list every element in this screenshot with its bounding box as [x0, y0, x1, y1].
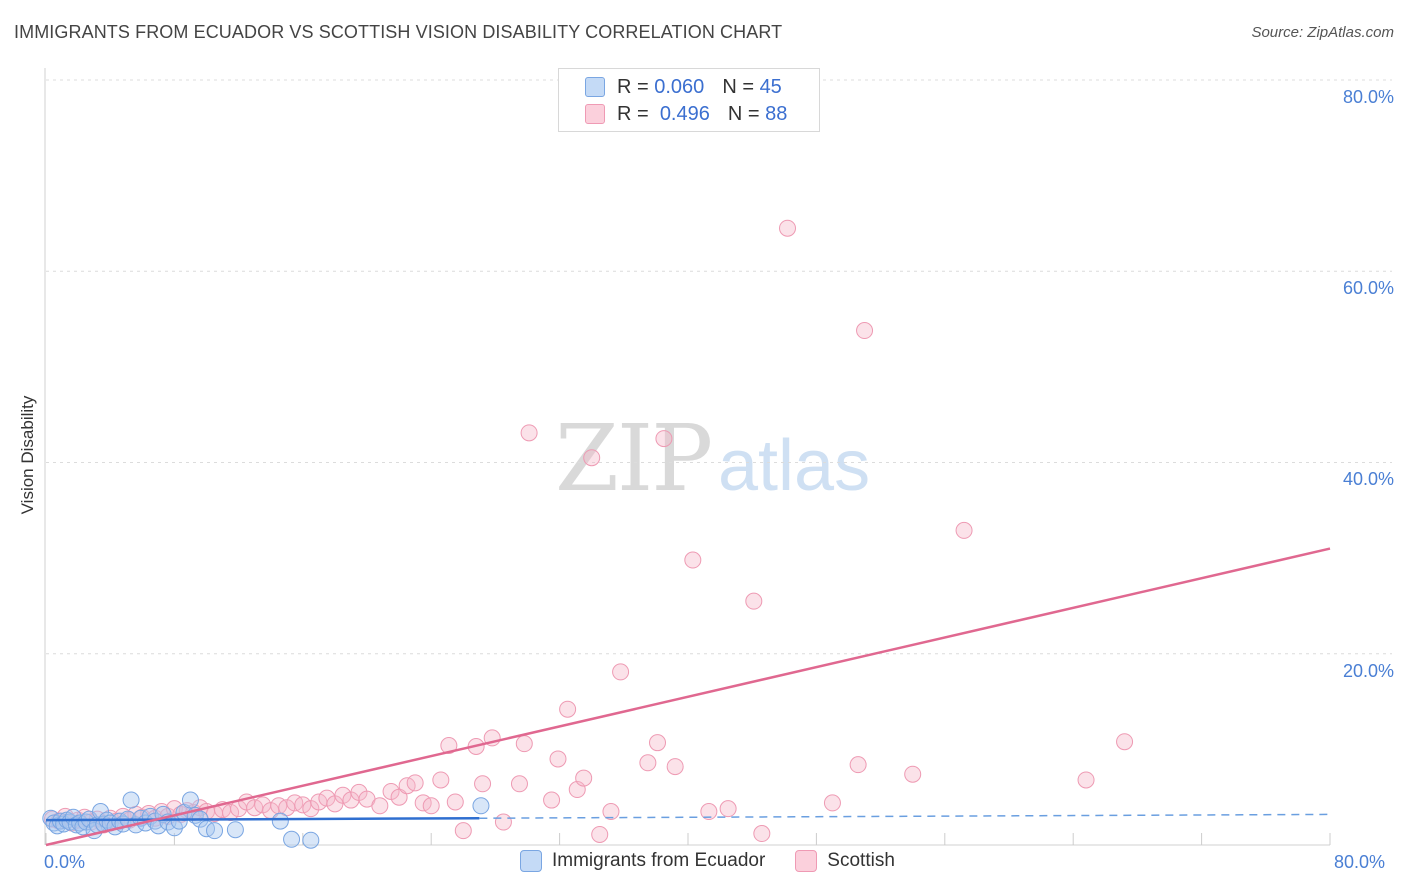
ecuador-point	[226, 821, 244, 839]
scottish-point	[684, 551, 702, 569]
scottish-trendline	[45, 547, 1331, 847]
legend-n-label: N =	[727, 102, 760, 125]
ecuador-point	[283, 830, 301, 848]
scottish-point	[422, 797, 440, 815]
scottish-point	[602, 803, 620, 821]
scottish-point	[719, 800, 737, 818]
ecuador-trendline-extension	[479, 813, 1331, 819]
scottish-point	[474, 775, 492, 793]
scottish-point	[904, 765, 922, 783]
legend-r-label: R =	[617, 75, 649, 98]
y-tick-label-80: 80.0%	[1342, 87, 1394, 107]
ecuador-point	[206, 822, 224, 840]
legend-r-label: R =	[617, 102, 649, 125]
ecuador-point	[181, 791, 199, 809]
ecuador-point	[472, 797, 490, 815]
watermark-atlas: atlas	[718, 426, 871, 506]
scottish-point	[559, 700, 577, 718]
ecuador-point	[302, 831, 320, 849]
scottish-point	[583, 449, 601, 467]
scottish-point	[1077, 771, 1095, 789]
legend-swatch-ecuador	[585, 77, 605, 97]
x-tick-label-80: 80.0%	[1334, 852, 1386, 872]
scottish-point	[955, 521, 973, 539]
scottish-point	[823, 794, 841, 812]
legend-r-value: 0.496	[659, 102, 710, 125]
scottish-point	[745, 592, 763, 610]
scottish-point	[510, 775, 528, 793]
scottish-point	[494, 813, 512, 831]
legend-label-ecuador: Immigrants from Ecuador	[552, 850, 766, 871]
legend-label-scottish: Scottish	[827, 850, 895, 871]
scottish-point	[779, 219, 797, 237]
scottish-point	[294, 796, 312, 814]
scottish-point	[612, 663, 630, 681]
scottish-point	[649, 734, 667, 752]
x-tick-label-0: 0.0%	[44, 852, 86, 872]
legend-n-label: N =	[722, 75, 754, 98]
scottish-point	[515, 735, 533, 753]
series-legend: Immigrants from Ecuador Scottish	[520, 850, 925, 872]
scottish-point	[520, 424, 538, 442]
y-tick-label-40: 40.0%	[1342, 469, 1394, 489]
ecuador-point	[48, 817, 66, 835]
legend-r-value: 0.060	[654, 75, 705, 98]
scottish-point	[700, 803, 718, 821]
scottish-point	[454, 822, 472, 840]
ecuador-point	[122, 791, 140, 809]
scottish-point	[549, 750, 567, 768]
scottish-point	[543, 791, 561, 809]
legend-n-value: 45	[759, 75, 782, 98]
ecuador-point	[271, 812, 289, 830]
y-tick-label-20: 20.0%	[1342, 661, 1394, 681]
legend-swatch-scottish	[585, 104, 605, 124]
legend-row-ecuador: R = 0.060 N = 45	[585, 74, 782, 100]
scottish-point	[371, 797, 389, 815]
scottish-point	[1116, 733, 1134, 751]
scottish-point	[666, 758, 684, 776]
legend-swatch-scottish	[795, 850, 818, 872]
watermark-zip: ZIP	[555, 405, 713, 512]
scottish-point	[591, 825, 609, 843]
source-label: Source: ZipAtlas.com	[1251, 24, 1394, 41]
scottish-point	[655, 430, 673, 448]
y-tick-label-60: 60.0%	[1342, 278, 1394, 298]
scottish-point	[753, 825, 771, 843]
legend-row-scottish: R = 0.496 N = 88	[585, 101, 787, 127]
legend-swatch-ecuador	[520, 850, 542, 872]
scottish-point	[440, 737, 458, 755]
chart-title: IMMIGRANTS FROM ECUADOR VS SCOTTISH VISI…	[14, 22, 783, 42]
scottish-point	[849, 756, 867, 774]
scottish-point	[432, 771, 450, 789]
scottish-point	[639, 754, 657, 772]
correlation-legend: R = 0.060 N = 45 R = 0.496 N = 88	[558, 68, 820, 132]
scottish-point	[856, 322, 874, 340]
legend-n-value: 88	[765, 102, 788, 125]
ecuador-trendline	[45, 816, 480, 822]
scottish-point	[406, 774, 424, 792]
scottish-point	[575, 769, 593, 787]
scottish-point	[334, 786, 352, 804]
legend-item-scottish: Scottish	[795, 850, 895, 872]
legend-item-ecuador: Immigrants from Ecuador	[520, 850, 765, 872]
scottish-point	[446, 793, 464, 811]
